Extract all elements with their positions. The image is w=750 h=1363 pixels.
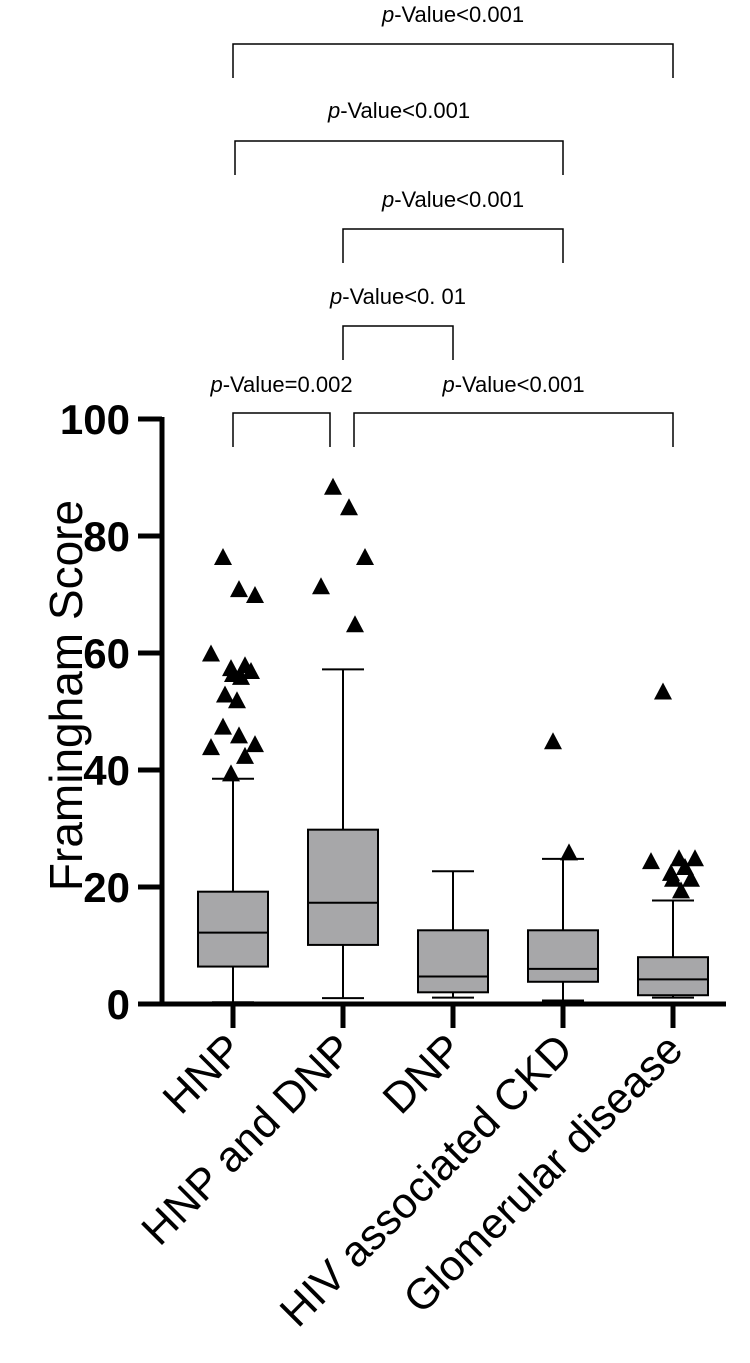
significance-bracket <box>353 412 674 447</box>
outlier-point <box>230 726 248 744</box>
outlier-point <box>232 667 250 685</box>
outlier-point <box>654 682 672 700</box>
y-tick-label: 80 <box>83 513 130 560</box>
y-tick-label: 0 <box>107 981 130 1028</box>
y-tick-label: 100 <box>60 396 130 443</box>
box-iqr <box>527 929 599 983</box>
outlier-point <box>312 577 330 595</box>
p-value-label: p-Value<0.001 <box>327 98 470 123</box>
p-letter: p <box>327 98 340 123</box>
outlier-point <box>324 477 342 495</box>
outlier-point <box>246 586 264 603</box>
outlier-point <box>216 685 234 703</box>
significance-bracket <box>342 228 564 263</box>
p-value-label: p-Value<0.001 <box>381 2 524 27</box>
y-tick-label: 60 <box>83 630 130 677</box>
y-axis-title: Framingham Score <box>40 500 92 891</box>
y-tick-label: 20 <box>83 864 130 911</box>
significance-bracket <box>232 412 331 447</box>
x-tick-label: DNP <box>374 1025 472 1123</box>
p-value-text: -Value=0.002 <box>223 372 353 397</box>
p-value-text: -Value<0.001 <box>394 2 524 27</box>
box-iqr <box>637 956 709 997</box>
p-value-label: p-Value=0.002 <box>209 372 352 397</box>
x-tick-label: HNP <box>154 1025 252 1123</box>
box-iqr <box>417 929 489 994</box>
outlier-point <box>544 732 562 750</box>
outlier-point <box>230 580 248 598</box>
significance-brackets: p-Value<0.001p-Value<0.001p-Value<0.001p… <box>209 2 674 447</box>
box-iqr <box>307 828 379 946</box>
outlier-point <box>686 849 704 867</box>
outlier-point <box>664 869 682 887</box>
p-letter: p <box>209 372 222 397</box>
box-plots <box>197 668 709 1004</box>
p-value-label: p-Value<0.001 <box>381 187 524 212</box>
p-value-text: -Value<0. 01 <box>342 284 466 309</box>
outlier-point <box>346 615 364 633</box>
significance-bracket <box>342 325 454 360</box>
outlier-points <box>202 477 704 899</box>
p-letter: p <box>381 187 394 212</box>
outlier-point <box>682 869 700 887</box>
outlier-point <box>236 746 254 764</box>
outlier-point <box>242 662 260 680</box>
outlier-point <box>340 498 358 516</box>
p-value-label: p-Value<0. 01 <box>329 284 466 309</box>
significance-bracket <box>232 43 674 78</box>
outlier-point <box>676 858 694 876</box>
p-value-label: p-Value<0.001 <box>441 372 584 397</box>
outlier-point <box>246 735 264 753</box>
outlier-point <box>202 738 220 756</box>
significance-bracket <box>234 140 564 175</box>
p-letter: p <box>441 372 454 397</box>
p-value-text: -Value<0.001 <box>340 98 470 123</box>
outlier-point <box>202 644 220 662</box>
outlier-point <box>214 717 232 735</box>
p-value-text: -Value<0.001 <box>455 372 585 397</box>
p-letter: p <box>329 284 342 309</box>
outlier-point <box>560 843 578 861</box>
p-letter: p <box>381 2 394 27</box>
outlier-point <box>214 547 232 565</box>
outlier-point <box>228 691 246 709</box>
outlier-point <box>356 547 374 565</box>
y-tick-label: 40 <box>83 747 130 794</box>
p-value-text: -Value<0.001 <box>394 187 524 212</box>
box-iqr <box>197 890 269 968</box>
outlier-point <box>672 881 690 899</box>
outlier-point <box>642 852 660 870</box>
outlier-point <box>222 764 240 782</box>
